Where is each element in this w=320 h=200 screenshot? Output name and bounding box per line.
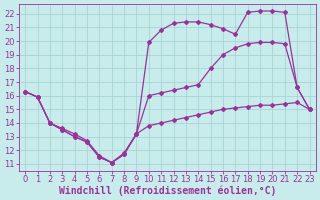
X-axis label: Windchill (Refroidissement éolien,°C): Windchill (Refroidissement éolien,°C) [59, 185, 276, 196]
